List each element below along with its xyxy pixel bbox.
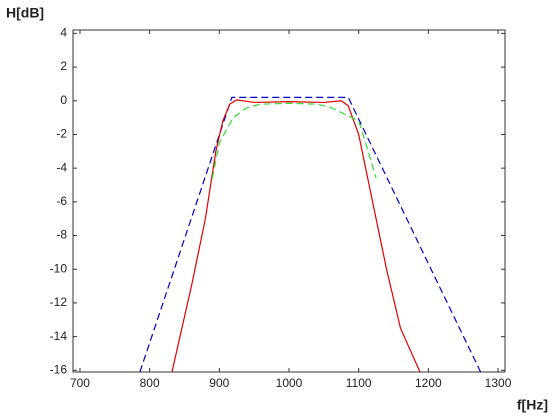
y-tick-label: -12 [50,295,68,309]
y-tick-label: -14 [50,329,68,343]
y-tick-label: 0 [60,93,67,107]
y-tick-label: -8 [56,228,67,242]
x-tick-label: 700 [70,376,90,390]
x-tick-label: 1200 [415,376,442,390]
y-tick-label: -16 [50,362,68,376]
y-tick-label: -6 [56,194,67,208]
x-tick-label: 900 [209,376,229,390]
y-tick-label: 4 [60,26,67,40]
plot-frame [72,29,506,373]
series-line [211,102,377,179]
y-tick-label: -2 [56,127,67,141]
y-tick-label: -10 [50,261,68,275]
x-tick-label: 1000 [276,376,303,390]
x-tick-label: 1100 [346,376,372,390]
x-axis-label: f[Hz] [517,397,548,413]
y-axis-label: H[dB] [6,5,44,21]
x-tick-label: 800 [140,376,160,390]
y-tick-label: 2 [60,59,67,73]
y-tick-label: -4 [56,160,67,174]
series-line [139,96,482,372]
series-line [171,99,421,372]
x-tick-label: 1300 [485,376,512,390]
